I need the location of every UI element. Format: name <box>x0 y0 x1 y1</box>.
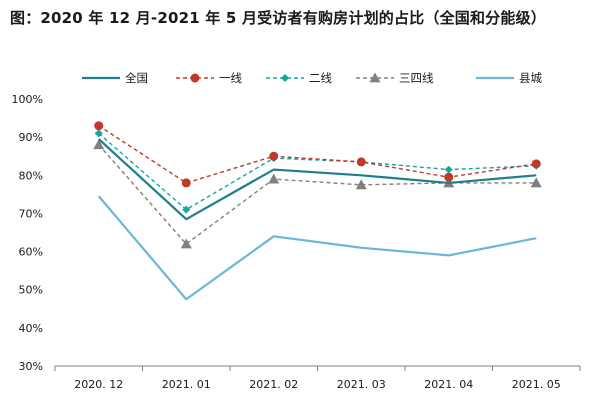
y-tick-label: 60% <box>19 246 43 259</box>
x-axis-ticks: 2020. 12 2021. 01 2021. 02 2021. 03 2021. 04… <box>54 366 581 391</box>
legend-label: 全国 <box>125 71 148 85</box>
legend-item: 二线 <box>266 71 332 85</box>
series-line <box>98 125 537 184</box>
chart-title: 图：2020 年 12 月-2021 年 5 月受访者有购房计划的占比（全国和分… <box>10 9 546 27</box>
series-4 <box>93 139 542 249</box>
x-tick-label: 2021. 02 <box>249 378 298 391</box>
data-point <box>180 238 192 249</box>
y-tick-label: 80% <box>19 169 43 182</box>
series-5 <box>97 195 537 301</box>
data-point <box>269 151 279 161</box>
data-point <box>181 178 191 188</box>
x-tick-label: 2021. 04 <box>424 378 473 391</box>
series-1 <box>98 138 537 221</box>
legend-marker <box>369 72 381 83</box>
legend-label: 二线 <box>309 71 332 85</box>
legend-item: 全国 <box>82 71 148 85</box>
y-tick-label: 50% <box>19 284 43 297</box>
data-point <box>94 121 104 131</box>
data-point <box>444 172 454 182</box>
series-line <box>97 195 537 301</box>
data-point <box>531 159 541 169</box>
y-axis-ticks: 100% 90% 80% 70% 60% 50% 40% 30% <box>12 93 43 373</box>
legend-label: 三四线 <box>399 71 434 85</box>
y-tick-label: 90% <box>19 131 43 144</box>
y-tick-label: 40% <box>19 322 43 335</box>
legend-item: 一线 <box>176 71 242 85</box>
data-point <box>444 165 453 174</box>
x-tick-label: 2020. 12 <box>74 378 123 391</box>
series-group <box>93 121 542 301</box>
data-point <box>268 173 280 184</box>
legend-marker <box>281 74 289 82</box>
x-tick-label: 2021. 01 <box>162 378 211 391</box>
data-point <box>93 139 105 150</box>
data-point <box>530 177 542 188</box>
x-tick-label: 2021. 03 <box>337 378 386 391</box>
data-point <box>182 205 191 214</box>
data-point <box>356 157 366 167</box>
series-2 <box>94 121 541 188</box>
legend-label: 县城 <box>519 71 542 85</box>
series-line <box>98 132 537 211</box>
legend-marker <box>190 73 200 83</box>
legend-item: 三四线 <box>356 71 434 85</box>
legend-label: 一线 <box>219 71 242 85</box>
data-point <box>94 129 103 138</box>
y-tick-label: 70% <box>19 207 43 220</box>
series-line <box>98 138 537 221</box>
data-point <box>355 179 367 190</box>
legend-item: 县城 <box>476 71 542 85</box>
y-tick-label: 100% <box>12 93 43 106</box>
x-tick-label: 2021. 05 <box>512 378 561 391</box>
series-line <box>98 144 537 245</box>
legend: 全国 一线 二线 三四线 县城 <box>82 71 542 85</box>
y-tick-label: 30% <box>19 360 43 373</box>
